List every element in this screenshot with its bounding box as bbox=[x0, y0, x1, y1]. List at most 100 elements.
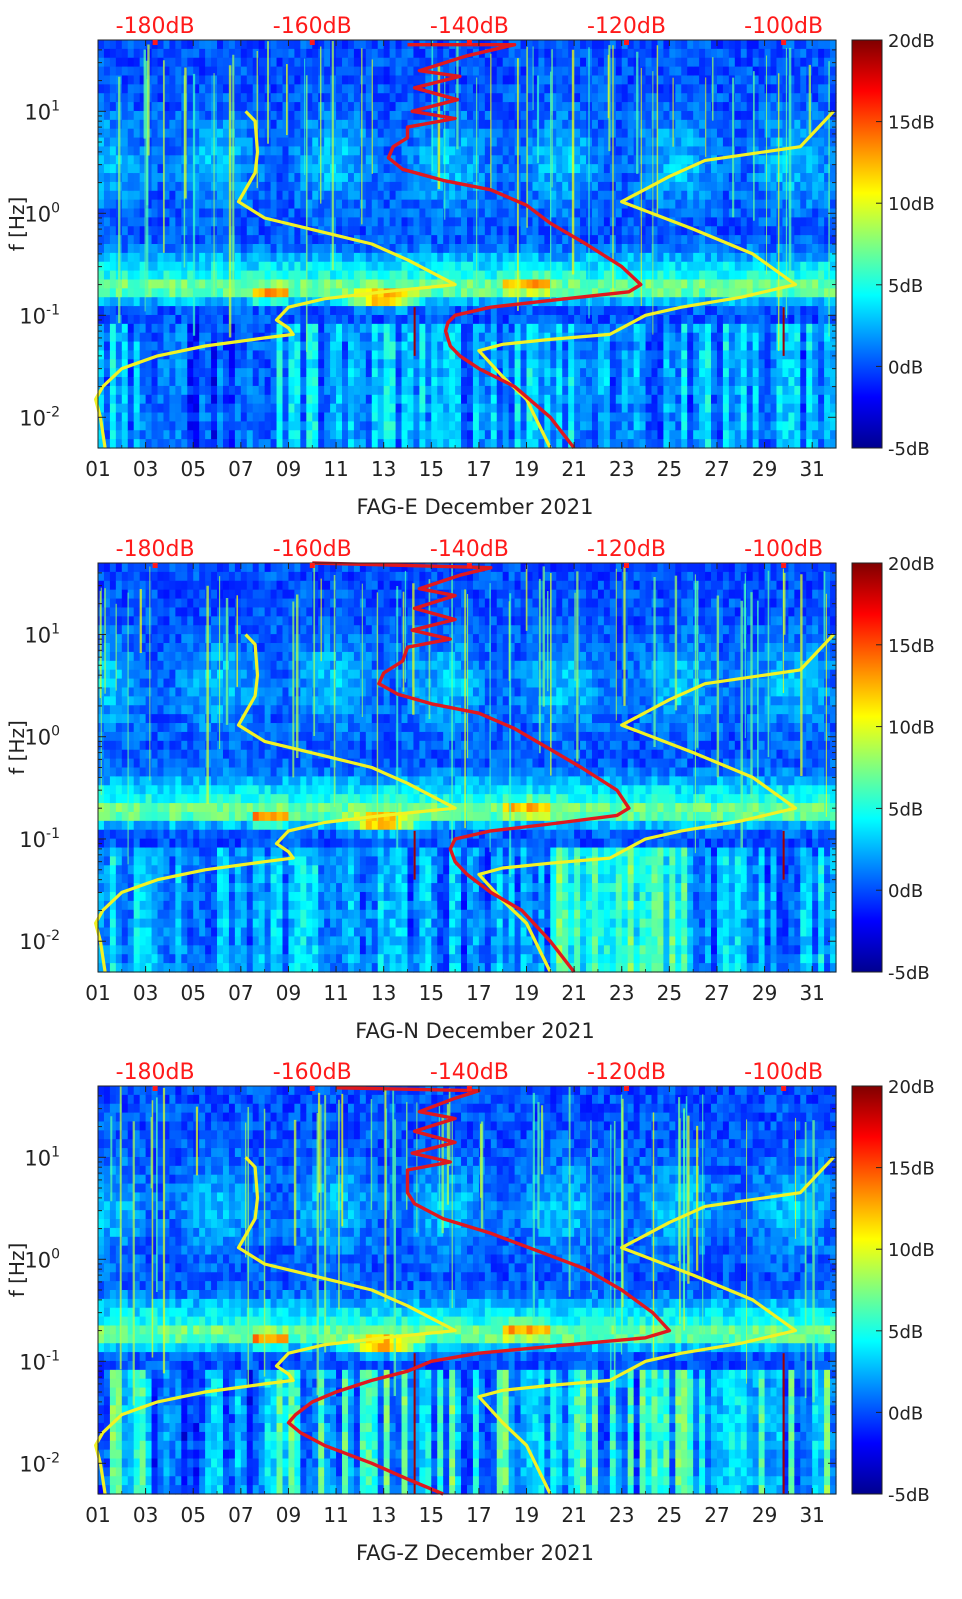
heatmap-cell bbox=[449, 190, 456, 201]
heatmap-cell bbox=[151, 102, 159, 112]
heatmap-cell bbox=[699, 288, 706, 298]
heatmap-cell bbox=[437, 48, 444, 59]
heatmap-cell bbox=[336, 217, 343, 227]
heatmap-cell bbox=[419, 164, 426, 174]
heatmap-cell bbox=[395, 412, 403, 422]
heatmap-cell bbox=[193, 323, 200, 334]
heatmap-cell bbox=[336, 66, 343, 77]
heatmap-cell bbox=[217, 359, 224, 369]
heatmap-cell bbox=[377, 323, 385, 334]
heatmap-cell bbox=[181, 341, 188, 352]
heatmap-cell bbox=[145, 412, 153, 422]
heatmap-cell bbox=[252, 226, 260, 236]
heatmap-cell bbox=[413, 48, 420, 59]
heatmap-cell bbox=[187, 137, 194, 148]
heatmap-cell bbox=[258, 84, 266, 94]
heatmap-cell bbox=[532, 261, 540, 272]
heatmap-cell bbox=[365, 199, 373, 210]
heatmap-cell bbox=[520, 368, 528, 378]
heatmap-cell bbox=[478, 75, 486, 85]
heatmap-cell bbox=[580, 279, 587, 289]
heatmap-cell bbox=[270, 368, 278, 378]
heatmap-cell bbox=[383, 394, 391, 405]
heatmap-cell bbox=[556, 155, 563, 165]
heatmap-cell bbox=[103, 359, 111, 369]
heatmap-cell bbox=[330, 279, 337, 289]
heatmap-cell bbox=[371, 226, 379, 236]
heatmap-cell bbox=[199, 323, 206, 334]
heatmap-cell bbox=[121, 164, 129, 174]
heatmap-cell bbox=[127, 146, 135, 156]
heatmap-cell bbox=[193, 190, 200, 201]
heatmap-cell bbox=[514, 341, 522, 352]
heatmap-cell bbox=[407, 93, 415, 103]
heatmap-cell bbox=[419, 190, 426, 201]
heatmap-cell bbox=[591, 421, 599, 431]
heatmap-cell bbox=[205, 226, 212, 236]
heatmap-cell bbox=[222, 102, 230, 112]
heatmap-cell bbox=[639, 235, 647, 245]
heatmap-cell bbox=[437, 244, 444, 254]
heatmap-cell bbox=[478, 332, 486, 343]
heatmap-cell bbox=[568, 173, 575, 183]
heatmap-cell bbox=[401, 110, 409, 121]
heatmap-cell bbox=[419, 252, 426, 263]
heatmap-cell bbox=[657, 40, 664, 50]
heatmap-cell bbox=[490, 359, 498, 369]
heatmap-cell bbox=[336, 359, 343, 369]
heatmap-cell bbox=[222, 421, 230, 431]
heatmap-cell bbox=[681, 261, 688, 272]
heatmap-cell bbox=[621, 244, 629, 254]
heatmap-cell bbox=[461, 394, 468, 405]
heatmap-cell bbox=[347, 385, 355, 396]
heatmap-cell bbox=[401, 146, 409, 156]
heatmap-cell bbox=[211, 368, 218, 378]
heatmap-cell bbox=[639, 385, 647, 396]
heatmap-cell bbox=[574, 403, 581, 414]
heatmap-cell bbox=[264, 199, 272, 210]
heatmap-cell bbox=[163, 430, 171, 440]
heatmap-cell bbox=[657, 261, 664, 272]
heatmap-cell bbox=[532, 252, 540, 263]
heatmap-cell bbox=[175, 297, 182, 307]
heatmap-cell bbox=[246, 217, 254, 227]
heatmap-cell bbox=[294, 306, 301, 316]
heatmap-cell bbox=[520, 155, 528, 165]
heatmap-cell bbox=[246, 394, 254, 405]
heatmap-cell bbox=[544, 385, 551, 396]
heatmap-cell bbox=[716, 439, 724, 449]
heatmap-cell bbox=[318, 314, 325, 325]
heatmap-cell bbox=[574, 119, 581, 130]
heatmap-cell bbox=[133, 75, 141, 85]
heatmap-cell bbox=[222, 173, 230, 183]
heatmap-cell bbox=[484, 93, 492, 103]
heatmap-cell bbox=[306, 66, 313, 77]
heatmap-cell bbox=[556, 403, 563, 414]
heatmap-cell bbox=[395, 66, 403, 77]
heatmap-cell bbox=[342, 190, 349, 201]
heatmap-cell bbox=[365, 235, 373, 245]
heatmap-cell bbox=[591, 84, 599, 94]
heatmap-cell bbox=[157, 190, 165, 201]
heatmap-cell bbox=[413, 279, 420, 289]
heatmap-cell bbox=[246, 377, 254, 387]
heatmap-cell bbox=[222, 270, 230, 281]
heatmap-cell bbox=[187, 430, 194, 440]
heatmap-cell bbox=[109, 164, 117, 174]
heatmap-cell bbox=[657, 279, 664, 289]
heatmap-cell bbox=[687, 252, 694, 263]
heatmap-cell bbox=[157, 146, 165, 156]
heatmap-cell bbox=[734, 48, 742, 59]
heatmap-cell bbox=[532, 314, 540, 325]
heatmap-cell bbox=[318, 306, 325, 316]
heatmap-cell bbox=[151, 306, 159, 316]
heatmap-cell bbox=[377, 181, 385, 192]
heatmap-cell bbox=[490, 93, 498, 103]
heatmap-cell bbox=[252, 199, 260, 210]
heatmap-cell bbox=[264, 359, 272, 369]
heatmap-cell bbox=[508, 155, 516, 165]
heatmap-cell bbox=[526, 164, 534, 174]
heatmap-cell bbox=[508, 102, 516, 112]
heatmap-cell bbox=[520, 164, 528, 174]
heatmap-cell bbox=[383, 412, 391, 422]
